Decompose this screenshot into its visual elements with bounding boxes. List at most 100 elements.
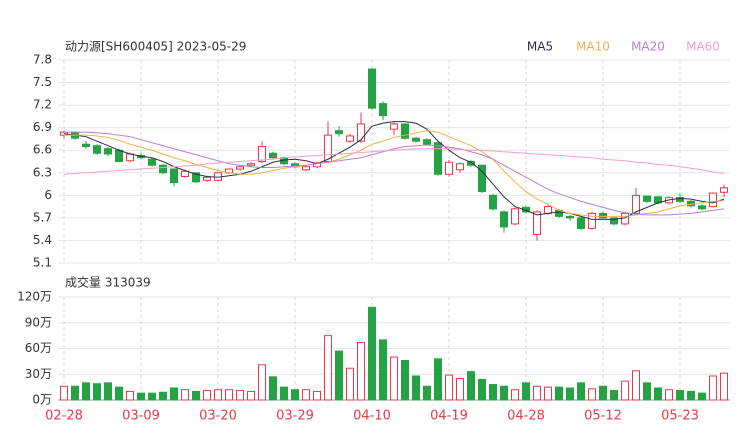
volume-bar (302, 389, 310, 401)
volume-bar (192, 390, 200, 401)
volume-bar (225, 389, 233, 401)
candle-body (401, 123, 409, 139)
y-tick-label: 6 (44, 188, 52, 202)
y-tick-label: 90万 (25, 315, 52, 329)
x-tick-label: 03-09 (122, 409, 160, 424)
volume-bar (137, 392, 145, 401)
y-tick-label: 6.6 (33, 143, 52, 157)
candle-body (467, 161, 475, 166)
x-tick-label: 03-29 (276, 409, 314, 424)
ma-line (63, 148, 725, 175)
candle-body (445, 161, 453, 175)
candle-body (588, 212, 596, 229)
volume-bar (533, 385, 541, 401)
volume-bar (456, 378, 464, 401)
volume-bar (423, 385, 431, 401)
volume-bar (214, 389, 222, 401)
candle-body (346, 135, 354, 142)
volume-bar (599, 385, 607, 401)
candle-body (148, 158, 156, 166)
volume-bar (104, 382, 112, 401)
candle-body (544, 206, 552, 214)
volume-bar (236, 390, 244, 401)
volume-bar (291, 389, 299, 401)
candle-body (357, 123, 365, 142)
candle-body (390, 123, 398, 130)
candle-body (335, 130, 343, 135)
candle-body (489, 194, 497, 210)
volume-bar (181, 389, 189, 401)
y-tick-label: 7.8 (33, 53, 52, 67)
x-tick-label: 03-20 (199, 409, 237, 424)
volume-bar (390, 356, 398, 401)
legend-label: MA5 (527, 40, 553, 54)
volume-title: 成交量 313039 (65, 275, 151, 290)
volume-bar (280, 386, 288, 401)
candle-body (302, 166, 310, 171)
candle-body (82, 143, 90, 147)
volume-bar (555, 386, 563, 401)
volume-bar (511, 389, 519, 401)
y-tick-label: 7.2 (33, 98, 52, 112)
x-tick-label: 04-19 (430, 409, 468, 424)
candle-body (192, 172, 200, 183)
candle-body (247, 163, 255, 166)
volume-bar (676, 390, 684, 401)
candle-body (720, 187, 728, 193)
candle-body (500, 211, 508, 228)
volume-bar (357, 341, 365, 401)
volume-bar (247, 390, 255, 401)
candle-body (676, 197, 684, 202)
candle-body (632, 194, 640, 214)
volume-bar (258, 364, 266, 401)
volume-bar (577, 382, 585, 401)
candle-body (434, 142, 442, 175)
volume-bar (126, 390, 134, 401)
candle-body (423, 139, 431, 145)
candle-body (258, 145, 266, 163)
volume-bar (148, 392, 156, 401)
volume-bar (445, 374, 453, 401)
volume-bar (467, 371, 475, 401)
volume-bar (203, 390, 211, 401)
volume-bar (115, 386, 123, 401)
y-tick-label: 60万 (25, 341, 52, 355)
legend-label: MA60 (686, 40, 720, 54)
candle-body (269, 152, 277, 159)
volume-bar (93, 383, 101, 401)
legend-label: MA20 (631, 40, 665, 54)
volume-bar (269, 376, 277, 401)
y-tick-label: 30万 (25, 367, 52, 381)
candle-body (478, 164, 486, 193)
candle-body (566, 215, 574, 219)
ma-line (64, 130, 725, 217)
candle-body (203, 176, 211, 181)
legend-label: MA10 (576, 40, 610, 54)
volume-bar (621, 380, 629, 401)
volume-bar (544, 386, 552, 401)
y-tick-label: 5.1 (33, 256, 52, 270)
candle-body (599, 212, 607, 219)
candle-body (610, 217, 618, 225)
volume-bar (566, 387, 574, 401)
x-tick-label: 05-23 (661, 409, 699, 424)
volume-bar (687, 390, 695, 401)
candle-body (412, 137, 420, 142)
volume-bar (60, 385, 68, 401)
volume-bar (588, 388, 596, 401)
candle-body (698, 205, 706, 210)
volume-bar (401, 360, 409, 401)
y-tick-label: 7.5 (33, 75, 52, 89)
volume-bar (434, 358, 442, 401)
volume-bar (665, 389, 673, 401)
y-tick-label: 120万 (17, 290, 52, 304)
volume-bar (720, 372, 728, 401)
y-tick-label: 5.7 (33, 210, 52, 224)
volume-bar (412, 375, 420, 401)
x-tick-label: 04-28 (507, 409, 545, 424)
volume-bar (489, 384, 497, 401)
volume-bar (82, 382, 90, 401)
candle-body (643, 195, 651, 202)
y-tick-label: 6.9 (33, 120, 52, 134)
